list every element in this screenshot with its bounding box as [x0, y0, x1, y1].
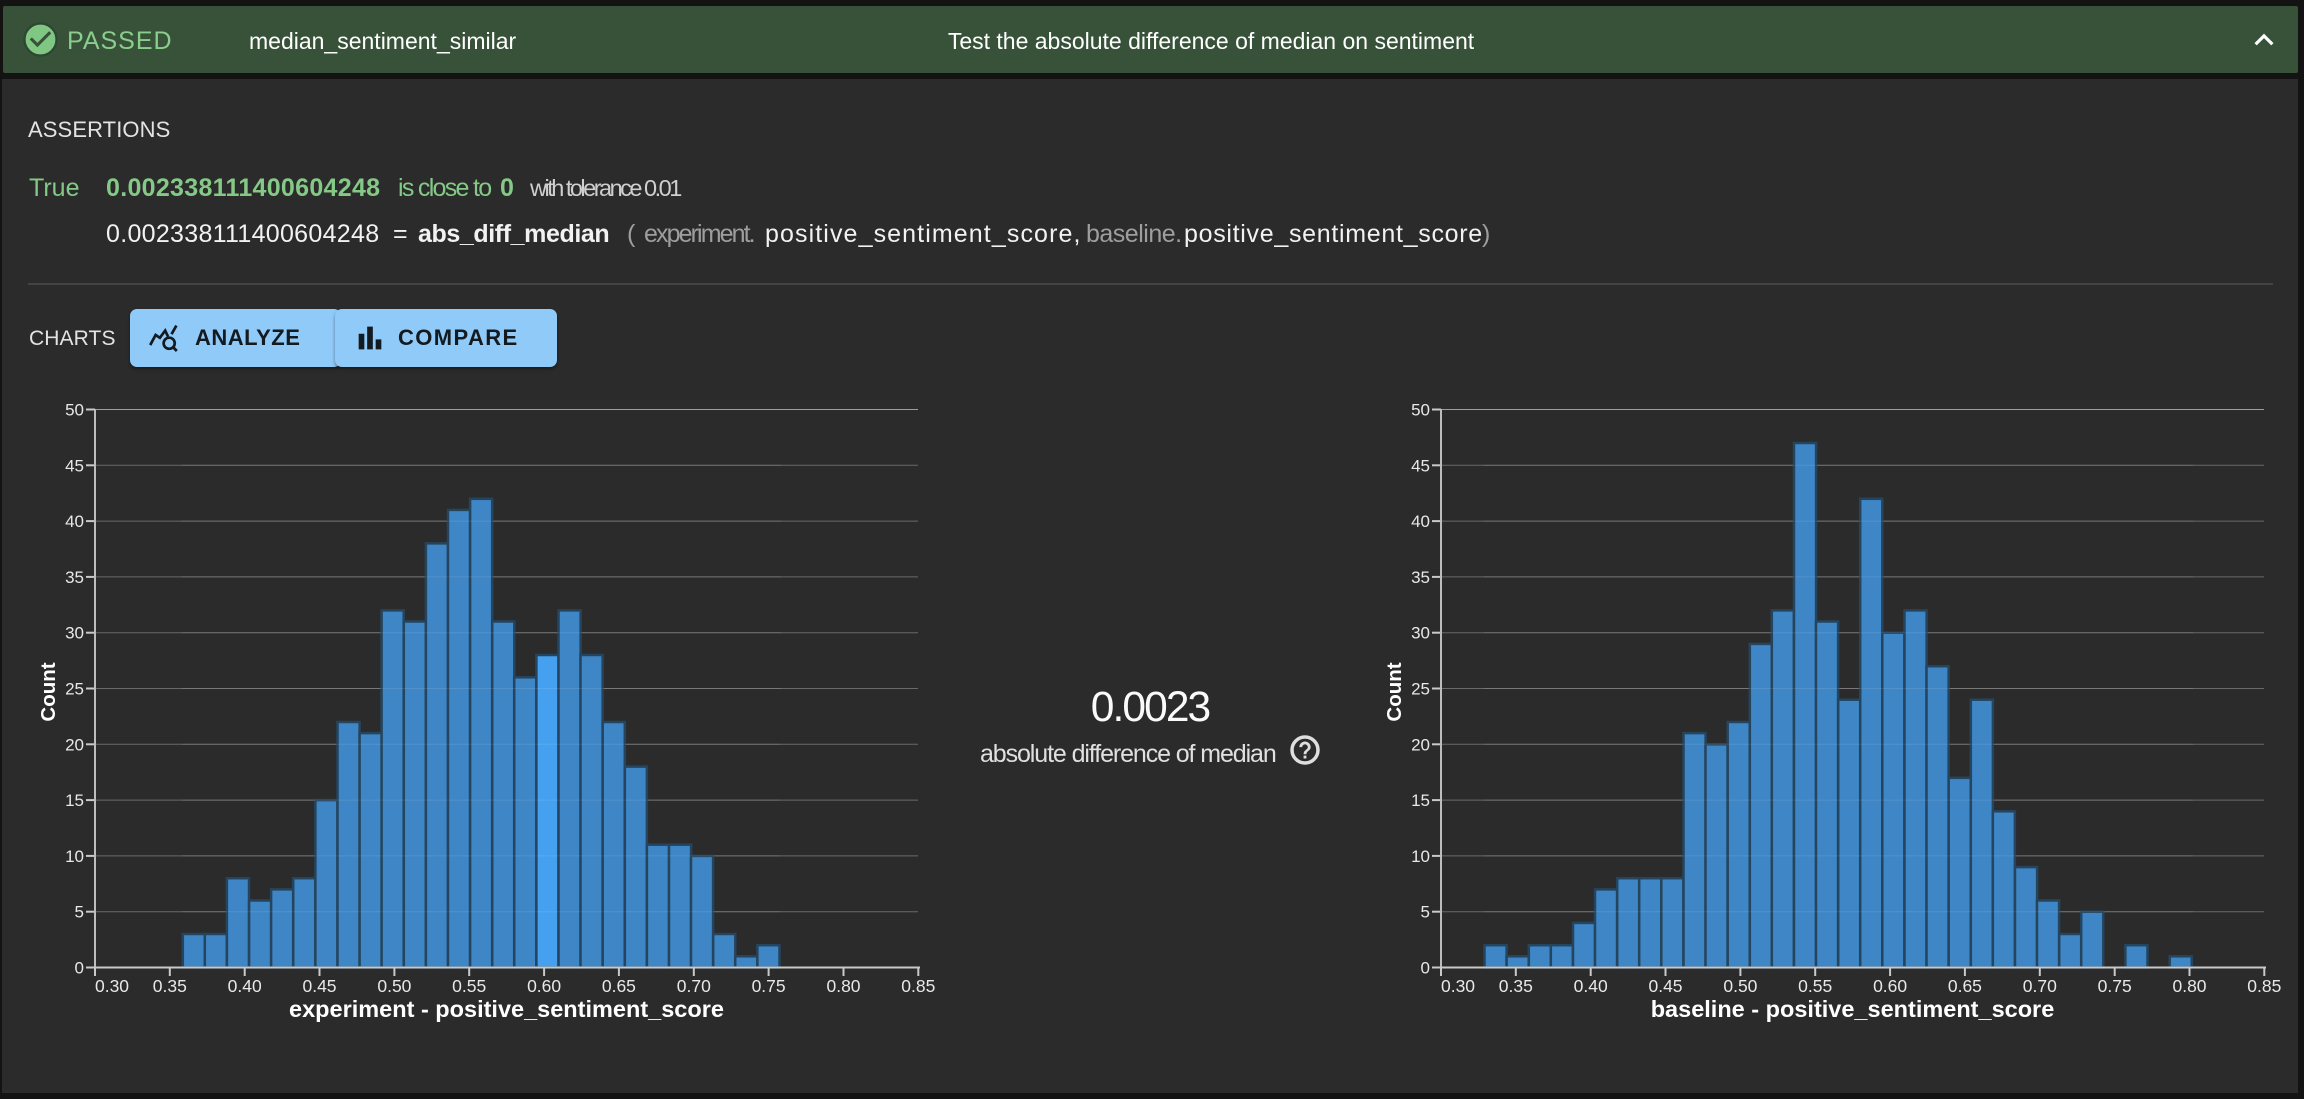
svg-text:15: 15 [65, 791, 84, 810]
svg-text:0.50: 0.50 [1723, 976, 1757, 996]
svg-text:5: 5 [75, 903, 84, 922]
svg-text:Count: Count [37, 662, 60, 721]
svg-text:30: 30 [65, 624, 84, 643]
svg-text:0.60: 0.60 [527, 976, 561, 996]
svg-text:0.45: 0.45 [302, 976, 336, 996]
svg-text:Count: Count [1383, 662, 1406, 721]
svg-text:40: 40 [65, 512, 84, 531]
svg-text:30: 30 [1411, 624, 1430, 643]
svg-text:0.55: 0.55 [452, 976, 486, 996]
svg-text:45: 45 [65, 456, 84, 475]
svg-text:0: 0 [1421, 959, 1430, 978]
svg-text:20: 20 [1411, 735, 1430, 754]
svg-text:35: 35 [1411, 568, 1430, 587]
svg-text:0.85: 0.85 [2247, 976, 2281, 996]
svg-text:0.35: 0.35 [153, 976, 187, 996]
svg-text:0.45: 0.45 [1648, 976, 1682, 996]
svg-text:0.30: 0.30 [95, 976, 129, 996]
svg-text:0.80: 0.80 [826, 976, 860, 996]
svg-text:0.80: 0.80 [2172, 976, 2206, 996]
svg-text:50: 50 [1411, 401, 1430, 420]
svg-text:45: 45 [1411, 456, 1430, 475]
svg-text:0.55: 0.55 [1798, 976, 1832, 996]
svg-text:10: 10 [65, 847, 84, 866]
svg-text:0.50: 0.50 [377, 976, 411, 996]
svg-text:0.75: 0.75 [2098, 976, 2132, 996]
svg-text:0: 0 [75, 959, 84, 978]
svg-text:experiment - positive_sentimen: experiment - positive_sentiment_score [289, 996, 724, 1022]
svg-text:0.40: 0.40 [228, 976, 262, 996]
svg-text:0.65: 0.65 [1948, 976, 1982, 996]
svg-text:25: 25 [1411, 680, 1430, 699]
svg-text:0.70: 0.70 [2023, 976, 2057, 996]
svg-text:5: 5 [1421, 903, 1430, 922]
svg-text:baseline - positive_sentiment_: baseline - positive_sentiment_score [1651, 996, 2055, 1022]
svg-text:0.60: 0.60 [1873, 976, 1907, 996]
svg-text:15: 15 [1411, 791, 1430, 810]
svg-text:20: 20 [65, 735, 84, 754]
svg-text:0.85: 0.85 [901, 976, 935, 996]
svg-text:35: 35 [65, 568, 84, 587]
svg-text:25: 25 [65, 680, 84, 699]
svg-text:0.40: 0.40 [1574, 976, 1608, 996]
svg-text:10: 10 [1411, 847, 1430, 866]
svg-text:0.30: 0.30 [1441, 976, 1475, 996]
svg-text:0.75: 0.75 [752, 976, 786, 996]
svg-text:50: 50 [65, 401, 84, 420]
svg-text:40: 40 [1411, 512, 1430, 531]
svg-text:0.35: 0.35 [1499, 976, 1533, 996]
svg-text:0.65: 0.65 [602, 976, 636, 996]
svg-text:0.70: 0.70 [677, 976, 711, 996]
